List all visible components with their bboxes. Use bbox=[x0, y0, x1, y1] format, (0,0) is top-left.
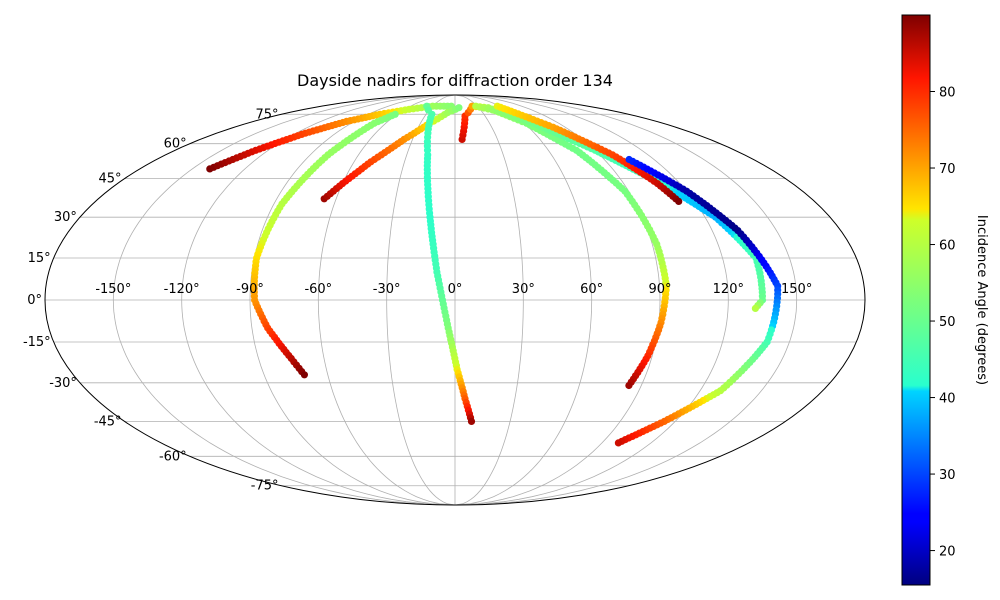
nadir-point bbox=[625, 381, 633, 390]
colorbar-tick-label: 70 bbox=[939, 162, 956, 177]
colorbar-ticks: 20 30 40 50 60 70 80 bbox=[930, 86, 956, 560]
nadir-point bbox=[614, 439, 623, 447]
colorbar-tick-label: 50 bbox=[939, 315, 956, 330]
colorbar-tick-label: 60 bbox=[939, 239, 956, 254]
x-tick-label: -60° bbox=[304, 282, 332, 297]
x-tick-label: -120° bbox=[164, 282, 200, 297]
nadir-point bbox=[467, 417, 476, 425]
y-tick-label: 15° bbox=[28, 251, 51, 266]
colorbar-tick-label: 80 bbox=[939, 86, 956, 101]
y-tick-label: -60° bbox=[159, 449, 187, 464]
colorbar-tick-label: 20 bbox=[939, 545, 956, 560]
nadir-point bbox=[300, 371, 308, 379]
colorbar-gradient bbox=[901, 14, 931, 586]
x-tick-label: 120° bbox=[713, 282, 744, 297]
y-tick-label: -45° bbox=[94, 414, 122, 429]
y-tick-label: 60° bbox=[164, 137, 187, 152]
graticule bbox=[45, 94, 865, 506]
colorbar: 20 30 40 50 60 70 80 Incidence Angle (degrees) bbox=[901, 14, 989, 586]
y-tick-label: 45° bbox=[99, 172, 122, 187]
nadir-point bbox=[455, 104, 463, 112]
x-tick-label: 60° bbox=[580, 282, 603, 297]
nadir-point bbox=[751, 304, 760, 312]
x-tick-label: 30° bbox=[512, 282, 535, 297]
colorbar-tick-label: 40 bbox=[939, 392, 956, 407]
data-points bbox=[206, 102, 782, 447]
tick-labels: -150° -120° -90° -60° -30° 0° 30° 60° 90° 120° 150… bbox=[23, 107, 812, 493]
x-tick-label: 150° bbox=[781, 282, 812, 297]
y-tick-label: 0° bbox=[27, 293, 42, 308]
y-tick-label: -30° bbox=[49, 376, 77, 391]
x-tick-label: -30° bbox=[373, 282, 401, 297]
colorbar-label: Incidence Angle (degrees) bbox=[974, 215, 989, 385]
x-tick-label: 90° bbox=[648, 282, 671, 297]
y-tick-label: 75° bbox=[255, 107, 278, 122]
chart-title: Dayside nadirs for diffraction order 134 bbox=[297, 71, 613, 90]
map-boundary bbox=[44, 94, 866, 506]
x-tick-label: -150° bbox=[95, 282, 131, 297]
y-tick-label: -75° bbox=[251, 479, 279, 494]
x-tick-label: -90° bbox=[236, 282, 264, 297]
x-tick-label: 0° bbox=[448, 282, 463, 297]
nadir-point bbox=[675, 197, 683, 205]
y-tick-label: -15° bbox=[23, 335, 51, 350]
colorbar-tick-label: 30 bbox=[939, 468, 956, 483]
y-tick-label: 30° bbox=[54, 210, 77, 225]
